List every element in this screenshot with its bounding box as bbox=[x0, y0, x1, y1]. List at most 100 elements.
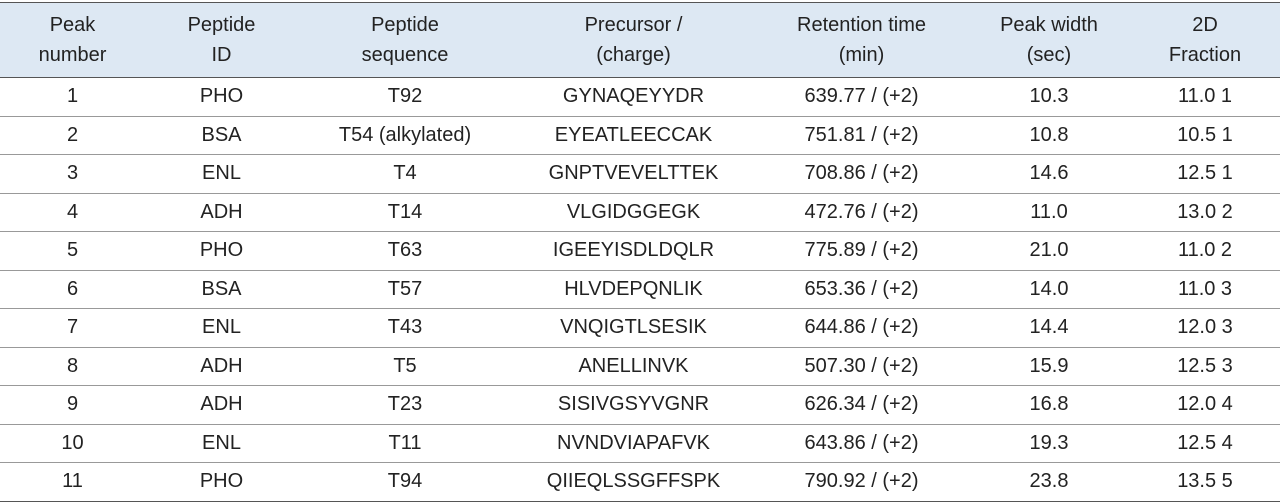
table-cell: 1 bbox=[0, 77, 145, 117]
table-cell: 775.89 / (+2) bbox=[755, 231, 968, 271]
table-cell: 14.4 bbox=[968, 308, 1130, 348]
table-cell: GYNAQEYYDR bbox=[512, 77, 755, 117]
table-cell: 507.30 / (+2) bbox=[755, 347, 968, 386]
table-cell: 8 bbox=[0, 347, 145, 386]
table-row: 7 ENL T43 VNQIGTLSESIK 644.86 / (+2) 14.4 12.0… bbox=[0, 308, 1280, 348]
table-cell: ADH bbox=[145, 385, 298, 425]
table-cell: BSA bbox=[145, 270, 298, 309]
table-cell: ENL bbox=[145, 424, 298, 463]
table-cell: 644.86 / (+2) bbox=[755, 308, 968, 348]
table-cell: 9 bbox=[0, 385, 145, 425]
table-cell: 10.3 bbox=[968, 77, 1130, 117]
table-cell: 790.92 / (+2) bbox=[755, 462, 968, 502]
table-body: 1 PHO T92 GYNAQEYYDR 639.77 / (+2) 10.3 11.0 1… bbox=[0, 77, 1280, 502]
table-cell: BSA bbox=[145, 116, 298, 155]
table-row: 10 ENL T11 NVNDVIAPAFVK 643.86 / (+2) 19.3 12.… bbox=[0, 424, 1280, 463]
table-cell: T4 bbox=[298, 154, 512, 194]
header-cell: Peak number bbox=[0, 3, 145, 78]
table-cell: 708.86 / (+2) bbox=[755, 154, 968, 194]
table-cell: 751.81 / (+2) bbox=[755, 116, 968, 155]
table-cell: 13.0 2 bbox=[1130, 193, 1280, 232]
table-cell: GNPTVEVELTTEK bbox=[512, 154, 755, 194]
table-cell: T63 bbox=[298, 231, 512, 271]
table-cell: ANELLINVK bbox=[512, 347, 755, 386]
table-row: 1 PHO T92 GYNAQEYYDR 639.77 / (+2) 10.3 11.0 1 bbox=[0, 77, 1280, 117]
table-cell: ENL bbox=[145, 308, 298, 348]
table-cell: 16.8 bbox=[968, 385, 1130, 425]
header-cell: Peak width (sec) bbox=[968, 3, 1130, 78]
header-cell: Peptide sequence bbox=[298, 3, 512, 78]
table-cell: PHO bbox=[145, 462, 298, 502]
table-cell: 626.34 / (+2) bbox=[755, 385, 968, 425]
table-cell: 653.36 / (+2) bbox=[755, 270, 968, 309]
table-cell: 19.3 bbox=[968, 424, 1130, 463]
table-cell: 639.77 / (+2) bbox=[755, 77, 968, 117]
table-cell: 23.8 bbox=[968, 462, 1130, 502]
table-row: 9 ADH T23 SISIVGSYVGNR 626.34 / (+2) 16.8 12.0… bbox=[0, 385, 1280, 425]
table-cell: ADH bbox=[145, 347, 298, 386]
table-cell: ENL bbox=[145, 154, 298, 194]
header-cell: 2D Fraction bbox=[1130, 3, 1280, 78]
header-text: Fraction bbox=[1168, 44, 1242, 66]
table-cell: 11.0 2 bbox=[1130, 231, 1280, 271]
table-cell: 10.5 1 bbox=[1130, 116, 1280, 155]
header-text: (charge) bbox=[596, 44, 671, 66]
header-text: number bbox=[38, 44, 107, 66]
table-cell: PHO bbox=[145, 231, 298, 271]
table-cell: ADH bbox=[145, 193, 298, 232]
table-cell: VLGIDGGEGK bbox=[512, 193, 755, 232]
table-cell: 5 bbox=[0, 231, 145, 271]
table-cell: T5 bbox=[298, 347, 512, 386]
table-cell: T57 bbox=[298, 270, 512, 309]
table-row: 3 ENL T4 GNPTVEVELTTEK 708.86 / (+2) 14.6 12.5… bbox=[0, 154, 1280, 194]
table-cell: 3 bbox=[0, 154, 145, 194]
table-cell: T94 bbox=[298, 462, 512, 502]
table-cell: 21.0 bbox=[968, 231, 1130, 271]
table-cell: T92 bbox=[298, 77, 512, 117]
table-row: 8 ADH T5 ANELLINVK 507.30 / (+2) 15.9 12.5 3 bbox=[0, 347, 1280, 386]
header-text: sequence bbox=[361, 44, 449, 66]
table-row: 2 BSA T54 (alkylated) EYEATLEECCAK 751.81 / … bbox=[0, 116, 1280, 155]
header-text: Peak width bbox=[1000, 14, 1098, 36]
table-cell: 2 bbox=[0, 116, 145, 155]
table-cell: 7 bbox=[0, 308, 145, 348]
table-cell: 12.0 4 bbox=[1130, 385, 1280, 425]
header-text: ID bbox=[211, 44, 232, 66]
header-text: Retention time bbox=[797, 14, 926, 36]
table-row: 6 BSA T57 HLVDEPQNLIK 653.36 / (+2) 14.0 11.0 … bbox=[0, 270, 1280, 309]
table-cell: 4 bbox=[0, 193, 145, 232]
header-text: Peptide bbox=[371, 14, 439, 36]
table-cell: 10 bbox=[0, 424, 145, 463]
table-header: Peak number Peptide ID Peptide sequence Precur… bbox=[0, 2, 1280, 78]
header-text: Precursor / bbox=[584, 14, 683, 36]
table-cell: 11.0 1 bbox=[1130, 77, 1280, 117]
table-row: 4 ADH T14 VLGIDGGEGK 472.76 / (+2) 11.0 13.0 2 bbox=[0, 193, 1280, 232]
table-cell: 12.5 4 bbox=[1130, 424, 1280, 463]
table-cell: T11 bbox=[298, 424, 512, 463]
table-cell: T54 (alkylated) bbox=[298, 116, 512, 155]
table-cell: SISIVGSYVGNR bbox=[512, 385, 755, 425]
header-cell: Peptide ID bbox=[145, 3, 298, 78]
table-cell: EYEATLEECCAK bbox=[512, 116, 755, 155]
table-cell: 12.5 3 bbox=[1130, 347, 1280, 386]
table-cell: IGEEYISDLDQLR bbox=[512, 231, 755, 271]
table-cell: NVNDVIAPAFVK bbox=[512, 424, 755, 463]
header-text: (min) bbox=[838, 44, 885, 66]
table-cell: QIIEQLSSGFFSPK bbox=[512, 462, 755, 502]
table-cell: T23 bbox=[298, 385, 512, 425]
table-row: 11 PHO T94 QIIEQLSSGFFSPK 790.92 / (+2) 23.8 1… bbox=[0, 462, 1280, 502]
header-text: Peak bbox=[49, 14, 96, 36]
header-row: Peak number Peptide ID Peptide sequence Precur… bbox=[0, 2, 1280, 78]
table-cell: 12.5 1 bbox=[1130, 154, 1280, 194]
table-cell: 11.0 3 bbox=[1130, 270, 1280, 309]
header-text: (sec) bbox=[1026, 44, 1072, 66]
table-cell: HLVDEPQNLIK bbox=[512, 270, 755, 309]
table-cell: 643.86 / (+2) bbox=[755, 424, 968, 463]
table-cell: 12.0 3 bbox=[1130, 308, 1280, 348]
table-cell: T43 bbox=[298, 308, 512, 348]
header-text: 2D bbox=[1192, 14, 1218, 36]
table-cell: PHO bbox=[145, 77, 298, 117]
table-cell: 472.76 / (+2) bbox=[755, 193, 968, 232]
table-cell: 11 bbox=[0, 462, 145, 502]
